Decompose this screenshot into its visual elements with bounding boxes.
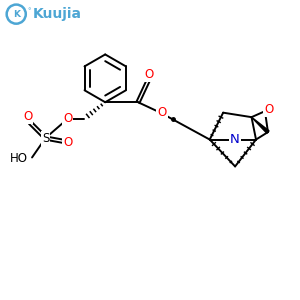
Text: S: S (42, 132, 49, 145)
Text: O: O (23, 110, 32, 123)
Text: HO: HO (10, 152, 28, 166)
Text: °: ° (27, 8, 31, 14)
Text: O: O (157, 106, 167, 119)
Text: O: O (144, 68, 153, 81)
Text: N: N (230, 133, 240, 146)
Text: O: O (63, 136, 73, 149)
Text: O: O (264, 103, 273, 116)
Polygon shape (251, 117, 269, 133)
Text: K: K (13, 10, 20, 19)
Text: Kuujia: Kuujia (33, 7, 82, 21)
Text: O: O (63, 112, 73, 125)
